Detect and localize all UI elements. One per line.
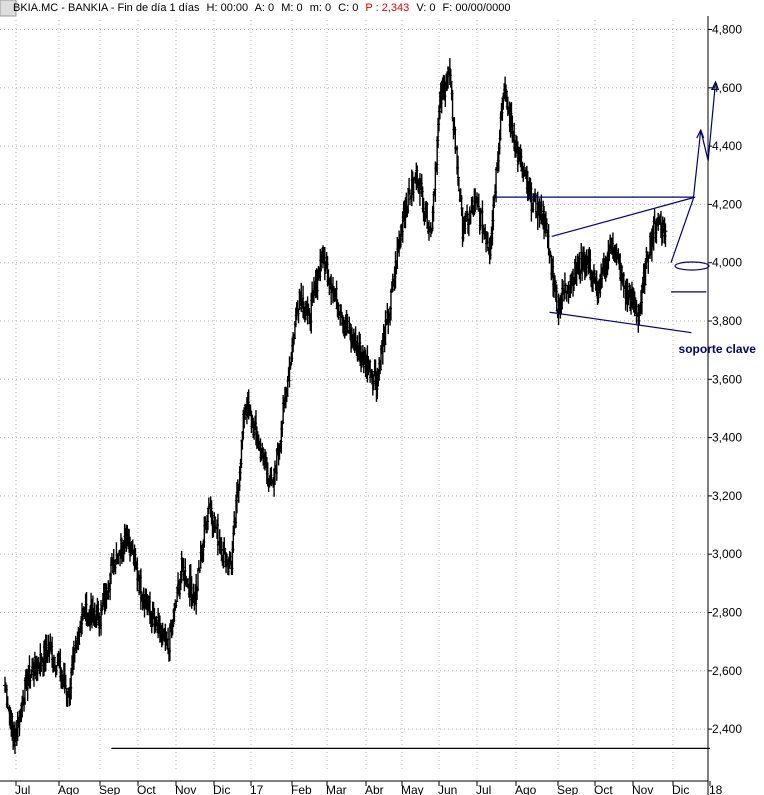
header-corner-box [0,0,17,17]
header-f: F: 00/00/0000 [443,2,511,14]
annotation-soporte-clave: soporte clave [679,342,757,356]
x-tick-label-1: Ago [58,783,80,795]
header-m: M: 0 [281,2,302,14]
projection-arrow-mid [696,128,705,139]
header-c: C: 0 [338,2,358,14]
price-bar [663,223,668,247]
x-tick-label-3: Oct [137,783,156,795]
y-axis-labels: 2,400 2,600 2,800 3,000 3,200 3,400 3,600 3,800… [708,23,742,736]
y-tick-label-3: 3,000 [712,547,742,561]
trendline-2 [551,196,696,238]
header-line: BKIA.MC - BANKIA - Fin de día 1 días H: … [13,2,510,14]
trendline-3 [549,311,692,334]
x-tick-label-5: Dic [213,783,230,795]
annotations: soporte clave [674,261,757,356]
header-p-label: P [365,2,372,14]
header-hour: H: 00:00 [207,2,249,14]
x-tick-label-15: Oct [594,783,613,795]
y-tick-label-12: 4,800 [712,23,742,37]
trendline-7 [700,129,709,161]
trendline-8 [707,81,717,161]
y-tick-label-0: 2,400 [712,722,742,736]
y-tick-label-1: 2,600 [712,664,742,678]
x-axis-labels: Jul Ago Sep Oct Nov Dic 17 Feb Mar Abr May Jun Jul Ag… [15,781,723,795]
trendline-5 [670,198,694,263]
header-v: V: 0 [416,2,435,14]
header-ticker: BKIA.MC - BANKIA - Fin de día 1 días [13,2,200,14]
y-tick-label-6: 3,600 [712,372,742,386]
header-p-value: : 2,343 [376,2,410,14]
header-a: A: 0 [255,2,275,14]
y-tick-label-10: 4,400 [712,139,742,153]
trendline-6 [692,130,702,199]
y-tick-label-7: 3,800 [712,314,742,328]
y-tick-label-8: 4,000 [712,256,742,270]
x-tick-label-14: Sep [557,783,579,795]
price-bars [3,58,668,754]
x-tick-label-13: Ago [515,783,537,795]
support-ellipse [674,261,710,271]
x-tick-label-8: Mar [326,783,347,795]
y-tick-label-5: 3,400 [712,431,742,445]
y-tick-label-2: 2,800 [712,606,742,620]
x-tick-label-18: 18 [709,783,723,795]
trendlines [111,80,720,749]
x-tick-label-0: Jul [15,783,30,795]
x-tick-label-7: Feb [291,783,312,795]
x-tick-label-6: 17 [250,783,264,795]
x-tick-label-11: Jun [438,783,457,795]
y-tick-label-4: 3,200 [712,489,742,503]
x-tick-label-10: May [401,783,424,795]
chart-header: BKIA.MC - BANKIA - Fin de día 1 días H: … [0,0,510,17]
projection-arrow-up [711,80,720,91]
x-tick-label-2: Sep [99,783,121,795]
x-tick-label-9: Abr [365,783,384,795]
x-tick-label-17: Dic [672,783,689,795]
y-tick-label-11: 4,600 [712,81,742,95]
x-tick-label-16: Nov [632,783,653,795]
x-tick-label-4: Nov [175,783,196,795]
header-mn: m: 0 [310,2,331,14]
x-tick-label-12: Jul [476,783,491,795]
y-tick-label-9: 4,200 [712,197,742,211]
